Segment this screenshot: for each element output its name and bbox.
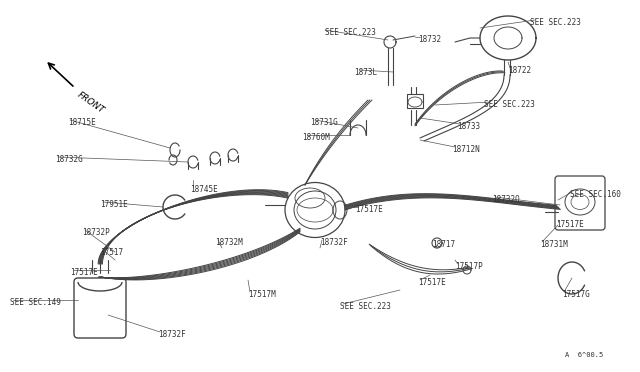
Text: SEE SEC.149: SEE SEC.149 bbox=[10, 298, 61, 307]
Text: 18712N: 18712N bbox=[452, 145, 480, 154]
Text: 18732F: 18732F bbox=[158, 330, 186, 339]
Text: 17517P: 17517P bbox=[455, 262, 483, 271]
Bar bbox=[407, 94, 423, 108]
Text: A  6^00.5: A 6^00.5 bbox=[565, 352, 604, 358]
Text: FRONT: FRONT bbox=[76, 90, 106, 115]
Text: 18722: 18722 bbox=[508, 66, 531, 75]
Text: SEE SEC.223: SEE SEC.223 bbox=[484, 100, 535, 109]
Text: 18732G: 18732G bbox=[55, 155, 83, 164]
Text: 18760M: 18760M bbox=[302, 133, 330, 142]
Text: 18732F: 18732F bbox=[320, 238, 348, 247]
Text: 17517E: 17517E bbox=[418, 278, 445, 287]
Text: 17517M: 17517M bbox=[248, 290, 276, 299]
Text: 18717: 18717 bbox=[432, 240, 455, 249]
Text: 17517: 17517 bbox=[100, 248, 123, 257]
Text: 18732M: 18732M bbox=[215, 238, 243, 247]
Text: 18731M: 18731M bbox=[540, 240, 568, 249]
Text: 18732Q: 18732Q bbox=[492, 195, 520, 204]
Text: 17517E: 17517E bbox=[355, 205, 383, 214]
Text: SEE SEC.223: SEE SEC.223 bbox=[530, 18, 581, 27]
Text: 18715E: 18715E bbox=[68, 118, 96, 127]
Text: 18732P: 18732P bbox=[82, 228, 109, 237]
Text: 17951E: 17951E bbox=[100, 200, 128, 209]
Text: SEE SEC.160: SEE SEC.160 bbox=[570, 190, 621, 199]
Text: 17517G: 17517G bbox=[562, 290, 589, 299]
Text: 17517E: 17517E bbox=[556, 220, 584, 229]
Text: SEE SEC.223: SEE SEC.223 bbox=[325, 28, 376, 37]
Text: 17517E: 17517E bbox=[70, 268, 98, 277]
Text: 18745E: 18745E bbox=[190, 185, 218, 194]
Text: SEE SEC.223: SEE SEC.223 bbox=[340, 302, 391, 311]
Text: 1873L: 1873L bbox=[354, 68, 377, 77]
Text: 18733: 18733 bbox=[457, 122, 480, 131]
Text: 18732: 18732 bbox=[418, 35, 441, 44]
Text: 18731G: 18731G bbox=[310, 118, 338, 127]
